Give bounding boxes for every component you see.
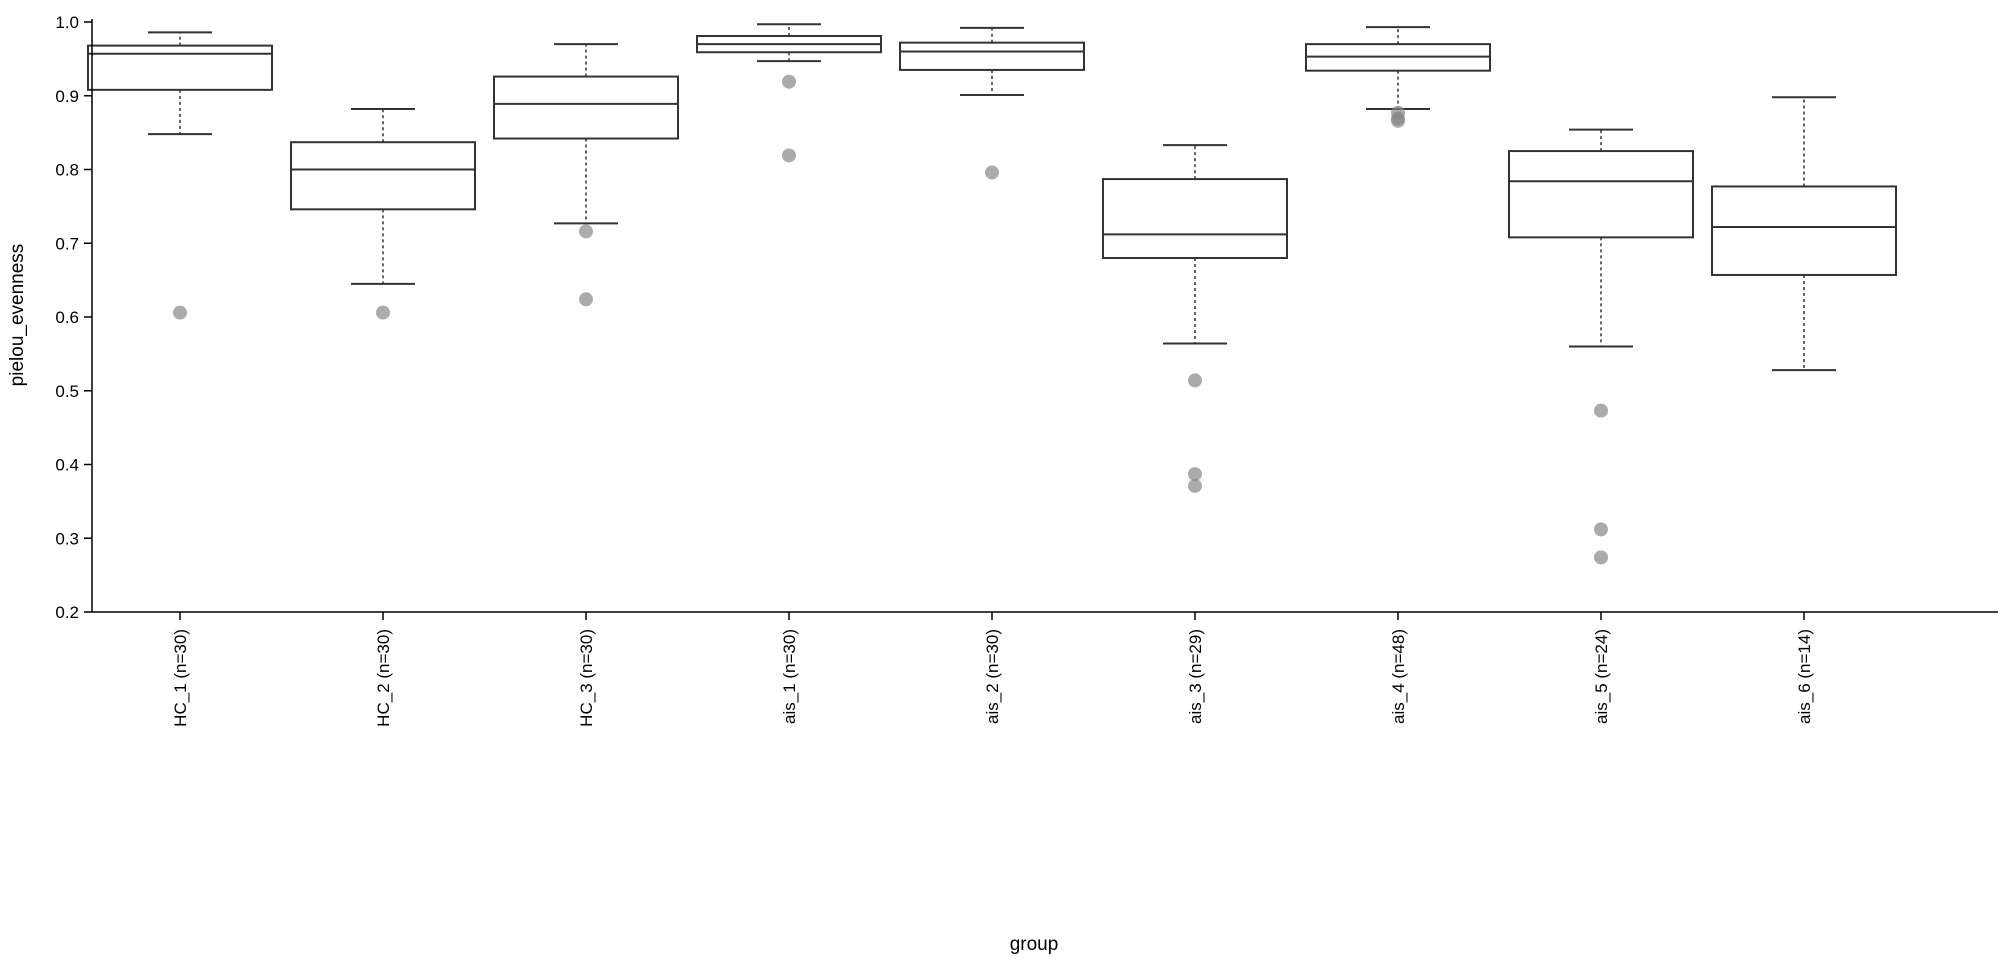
box-group — [290, 108, 476, 320]
x-tick-label: ais_6 (n=14) — [1795, 629, 1814, 724]
x-axis-title: group — [1010, 934, 1059, 955]
y-axis-title: pielou_evenness — [7, 244, 28, 387]
box-group — [87, 31, 273, 320]
outlier-point — [173, 305, 187, 320]
x-tick-label: ais_1 (n=30) — [780, 629, 799, 724]
box — [1508, 150, 1694, 239]
x-axis: HC_1 (n=30) HC_2 (n=30) HC_3 (n=30) ais_1 (… — [92, 611, 1998, 727]
outlier-point — [985, 165, 999, 180]
box — [1711, 185, 1897, 276]
y-tick-label: 0.2 — [55, 603, 79, 622]
outlier-point — [376, 305, 390, 320]
box — [87, 44, 273, 91]
x-tick-label: ais_3 (n=29) — [1186, 629, 1205, 724]
outlier-point — [1594, 403, 1608, 418]
y-tick-label: 0.9 — [55, 87, 79, 106]
box — [493, 75, 679, 140]
y-axis: 0.2 0.3 0.4 0.5 0.6 0.7 0.8 0.9 1.0 — [55, 13, 93, 622]
x-tick-label: HC_3 (n=30) — [577, 629, 596, 727]
outlier-point — [579, 224, 593, 239]
x-tick-label: HC_1 (n=30) — [171, 629, 190, 727]
outlier-point — [1391, 113, 1405, 128]
outlier-point — [782, 74, 796, 89]
outlier-point — [1594, 550, 1608, 565]
y-tick-label: 0.7 — [55, 234, 79, 253]
box-group — [899, 26, 1085, 180]
box-group — [696, 23, 882, 163]
box-group — [493, 43, 679, 307]
y-tick-label: 0.5 — [55, 382, 79, 401]
box-group — [1102, 144, 1288, 493]
y-tick-label: 0.8 — [55, 161, 79, 180]
plot-area — [87, 23, 1897, 565]
x-tick-label: HC_2 (n=30) — [374, 629, 393, 727]
y-tick-label: 0.3 — [55, 529, 79, 548]
outlier-point — [782, 148, 796, 163]
box — [1102, 178, 1288, 259]
y-tick-label: 1.0 — [55, 13, 79, 32]
outlier-point — [579, 292, 593, 307]
outlier-point — [1188, 373, 1202, 388]
x-tick-label: ais_4 (n=48) — [1389, 629, 1408, 724]
x-tick-label: ais_5 (n=24) — [1592, 629, 1611, 724]
box — [899, 41, 1085, 71]
y-tick-label: 0.6 — [55, 308, 79, 327]
box-group — [1711, 96, 1897, 372]
outlier-point — [1188, 467, 1202, 482]
box-group — [1305, 26, 1491, 128]
x-tick-label: ais_2 (n=30) — [983, 629, 1002, 724]
outlier-point — [1594, 522, 1608, 537]
y-tick-label: 0.4 — [55, 456, 79, 475]
box — [290, 141, 476, 211]
outlier-point — [1188, 478, 1202, 493]
box-group — [1508, 128, 1694, 565]
